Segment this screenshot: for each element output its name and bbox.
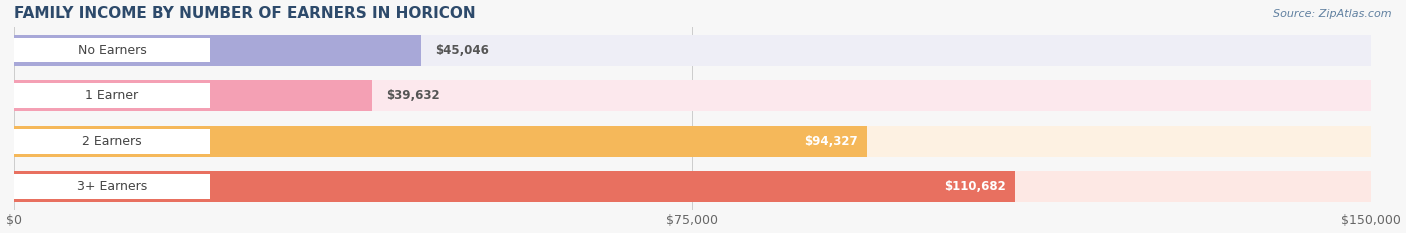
Bar xyxy=(14,126,1371,157)
Bar xyxy=(14,38,211,62)
Text: $39,632: $39,632 xyxy=(385,89,439,102)
Text: 2 Earners: 2 Earners xyxy=(82,135,142,148)
Bar xyxy=(14,174,211,199)
Bar xyxy=(14,80,373,111)
Bar xyxy=(14,126,868,157)
Text: $94,327: $94,327 xyxy=(804,135,858,148)
Bar xyxy=(14,171,1371,202)
Text: FAMILY INCOME BY NUMBER OF EARNERS IN HORICON: FAMILY INCOME BY NUMBER OF EARNERS IN HO… xyxy=(14,6,475,21)
Text: Source: ZipAtlas.com: Source: ZipAtlas.com xyxy=(1274,9,1392,19)
Bar xyxy=(14,80,1371,111)
Text: 1 Earner: 1 Earner xyxy=(86,89,139,102)
Bar xyxy=(14,171,1015,202)
Text: $45,046: $45,046 xyxy=(434,44,488,57)
Bar xyxy=(14,129,211,154)
Text: 3+ Earners: 3+ Earners xyxy=(77,180,148,193)
Text: No Earners: No Earners xyxy=(77,44,146,57)
Bar xyxy=(14,34,420,65)
Text: $110,682: $110,682 xyxy=(943,180,1005,193)
Bar xyxy=(14,83,211,108)
Bar xyxy=(14,34,1371,65)
